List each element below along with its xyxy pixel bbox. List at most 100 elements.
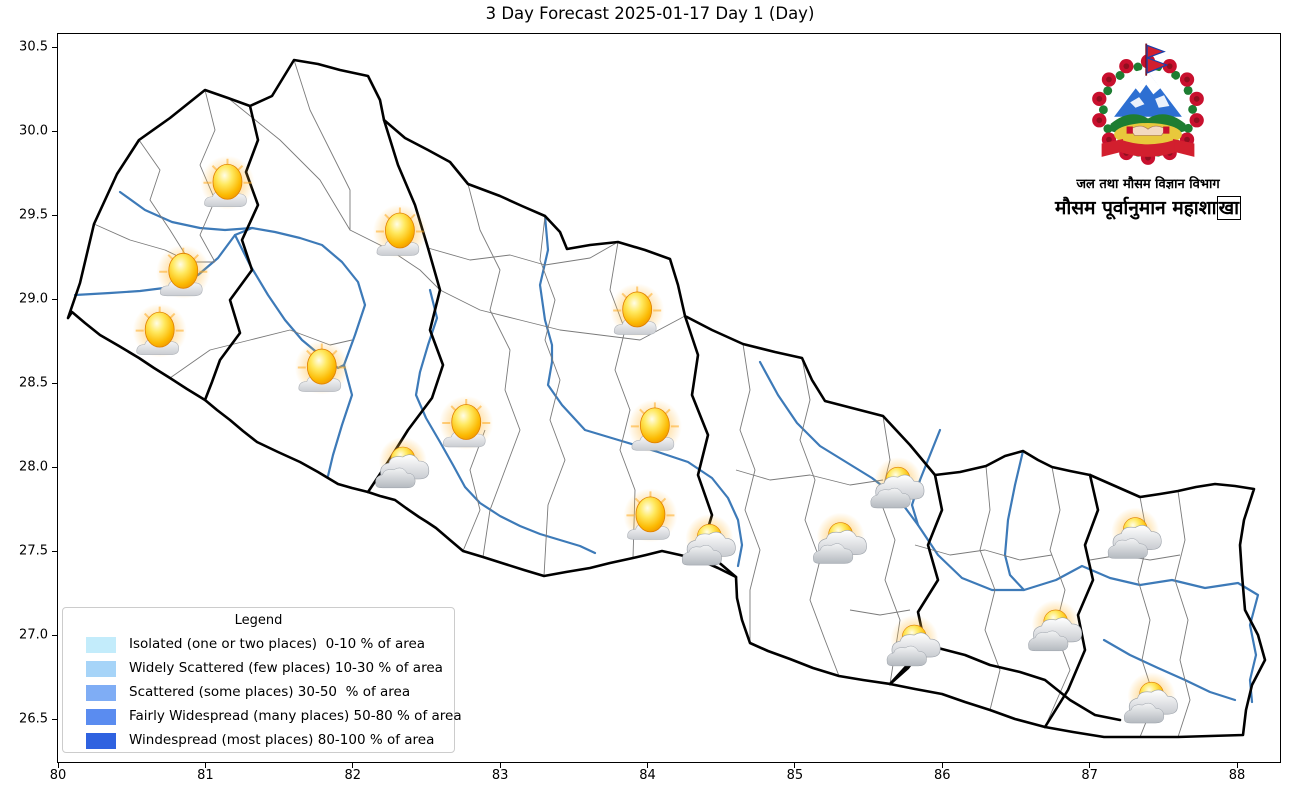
logo-wreath-leaf: [1133, 62, 1143, 72]
y-tick-label: 29.5: [19, 207, 48, 223]
y-tickmark: [52, 382, 57, 384]
logo-wreath-leaf: [1183, 85, 1193, 95]
y-tick-label: 29.0: [19, 291, 48, 307]
legend-swatch: [86, 709, 116, 725]
y-tick-label: 30.0: [19, 123, 48, 139]
logo-wreath-leaf: [1183, 123, 1193, 133]
nepal-outline: [66, 58, 1267, 739]
weather-icon-mostly-sunny: [622, 487, 679, 544]
logo-wreath-flower-center: [1193, 95, 1200, 102]
x-tickmark: [1089, 763, 1091, 768]
weather-icon-mostly-sunny: [131, 302, 188, 359]
logo-wreath-leaf: [1171, 70, 1181, 80]
weather-icon-mostly-sunny: [293, 339, 350, 396]
weather-icon-partly-cloudy: [886, 614, 941, 667]
weather-icon-partly-cloudy: [1028, 599, 1083, 652]
logo-snow-patch: [1130, 95, 1170, 108]
dhm-logo: जल तथा मौसम विज्ञान विभाग मौसम पूर्वानुम…: [1036, 40, 1260, 220]
legend-item-label: Scattered (some places) 30-50 % of area: [129, 684, 411, 700]
logo-wreath-flower-center: [1123, 63, 1130, 70]
logo-wreath-flower-center: [1106, 76, 1112, 83]
weather-icon-partly-cloudy: [870, 456, 925, 509]
x-tick-label: 82: [344, 768, 362, 783]
chart-title: 3 Day Forecast 2025-01-17 Day 1 (Day): [485, 4, 815, 23]
legend-item-label: Isolated (one or two places) 0-10 % of a…: [129, 636, 426, 652]
x-tick-label: 83: [491, 768, 509, 783]
x-tickmark: [352, 763, 354, 768]
x-tickmark: [1236, 763, 1238, 768]
logo-wreath-leaf: [1103, 86, 1113, 96]
logo-snow-cap: [1135, 72, 1161, 95]
y-tickmark: [52, 550, 57, 552]
logo-wreath-leaf: [1098, 105, 1108, 115]
logo-wreath-flower-center: [1096, 117, 1103, 124]
weather-icon-partly-cloudy: [375, 436, 430, 489]
legend: Legend Isolated (one or two places) 0-10…: [62, 607, 462, 753]
weather-icon-partly-cloudy: [1107, 507, 1162, 559]
logo-wreath-flower-center: [1184, 136, 1190, 143]
y-tickmark: [52, 46, 57, 48]
y-tick-label: 27.5: [19, 543, 48, 559]
weather-icon-mostly-sunny: [199, 154, 256, 211]
weather-icon-partly-cloudy: [1123, 671, 1178, 724]
logo-wreath-flower-center: [1184, 76, 1190, 83]
x-tickmark: [794, 763, 796, 768]
logo-wreath-flower-center: [1106, 136, 1112, 143]
logo-ribbon-right: [1172, 139, 1195, 157]
logo-ribbon-center: [1121, 139, 1175, 157]
logo-wreath-leaf: [1103, 124, 1113, 134]
nepal-flag-icon: [1146, 56, 1169, 74]
logo-wreath-flower-center: [1096, 95, 1103, 102]
logo-cuff-left: [1126, 126, 1133, 134]
y-tickmark: [52, 718, 57, 720]
x-tickmark: [941, 763, 943, 768]
logo-cuff-right: [1163, 126, 1170, 134]
legend-swatch: [86, 685, 116, 701]
x-tick-label: 87: [1081, 768, 1098, 783]
legend-swatch: [86, 637, 116, 653]
x-tick-label: 85: [786, 768, 804, 783]
logo-text-line2-main: मौसम पूर्वानुमान महाशा: [1054, 197, 1217, 219]
x-tick-label: 80: [49, 768, 67, 783]
y-tick-label: 27.0: [19, 627, 48, 643]
y-tick-label: 26.5: [19, 711, 48, 727]
x-tick-label: 86: [933, 768, 951, 783]
y-tickmark: [52, 466, 57, 468]
nepal-flag-icon: [1146, 44, 1166, 59]
x-tickmark: [57, 763, 59, 768]
y-tick-label: 28.5: [19, 375, 48, 391]
x-tick-label: 88: [1228, 768, 1246, 783]
dhm-logo-emblem: [1092, 43, 1204, 165]
weather-icon-partly-cloudy: [681, 513, 736, 566]
x-tickmark: [647, 763, 648, 768]
logo-ribbon-left: [1101, 139, 1124, 157]
y-tickmark: [52, 298, 57, 300]
x-tickmark: [499, 763, 501, 768]
legend-swatch: [86, 733, 116, 749]
logo-text-line2: मौसम पूर्वानुमान महाशा खा: [1036, 194, 1260, 220]
x-tickmark: [204, 763, 206, 768]
weather-icon-mostly-sunny: [626, 398, 683, 455]
weather-icon-mostly-sunny: [438, 395, 495, 451]
y-tickmark: [52, 634, 57, 636]
weather-icon-mostly-sunny: [371, 203, 428, 260]
x-tick-label: 81: [197, 768, 214, 783]
logo-text-line1: जल तथा मौसम विज्ञान विभाग: [1076, 177, 1220, 192]
legend-item-label: Widely Scattered (few places) 10-30 % of…: [129, 660, 443, 676]
legend-title: Legend: [234, 613, 283, 628]
y-tickmark: [52, 130, 57, 132]
legend-item-label: Fairly Widespread (many places) 50-80 % …: [129, 708, 462, 724]
y-tick-label: 30.5: [19, 39, 48, 55]
logo-wreath-leaf: [1115, 71, 1125, 80]
x-tick-label: 84: [639, 768, 656, 783]
legend-item-label: Windespread (most places) 80-100 % of ar…: [129, 732, 435, 748]
logo-text-line2-boxed: खा: [1216, 196, 1242, 220]
logo-wreath-flower-center: [1193, 117, 1200, 124]
weather-icon-mostly-sunny: [155, 243, 212, 300]
weather-icon-partly-cloudy: [812, 512, 867, 564]
y-tick-label: 28.0: [19, 459, 48, 475]
weather-icon-mostly-sunny: [609, 282, 666, 339]
y-tickmark: [52, 214, 57, 216]
